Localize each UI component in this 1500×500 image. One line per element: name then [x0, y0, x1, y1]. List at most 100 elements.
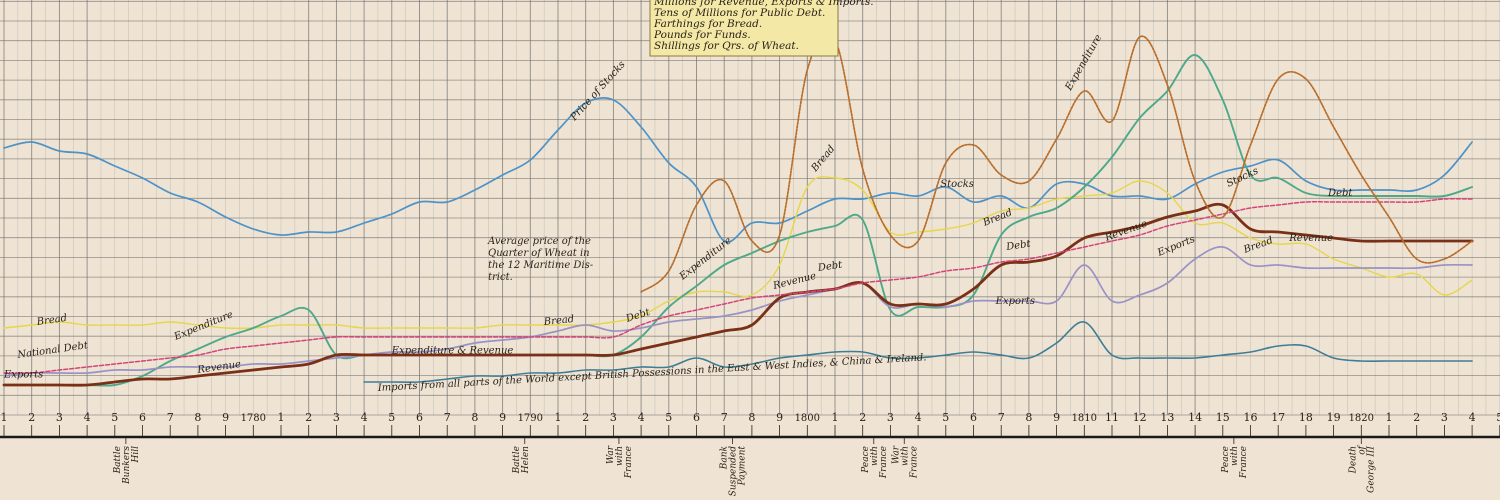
event-label: Suspended — [729, 446, 739, 497]
series-label: Exports — [995, 296, 1035, 307]
x-tick-label: 2 — [28, 411, 35, 424]
legend-line: Tens of Millions for Public Debt. — [654, 7, 825, 19]
event-label: George III — [1366, 446, 1376, 493]
event-label: France — [879, 446, 889, 479]
x-tick-label: 5 — [942, 411, 949, 424]
series-line-wheat — [640, 32, 1473, 293]
series-label: Stocks — [940, 179, 974, 190]
x-tick-label: 1 — [555, 411, 562, 424]
x-tick-label: 6 — [970, 411, 977, 424]
series-label: Debt — [1005, 239, 1033, 254]
x-tick-label: 9 — [776, 411, 783, 424]
x-tick-label: 3 — [56, 411, 63, 424]
event-label: with — [1230, 446, 1240, 466]
x-tick-label: 7 — [998, 411, 1005, 424]
event-label: Bank — [720, 446, 730, 470]
series-line-price-of-stocks — [3, 97, 1473, 243]
x-tick-label: 8 — [194, 411, 201, 424]
x-tick-label: 9 — [499, 411, 506, 424]
x-tick-label: 4 — [915, 411, 922, 424]
x-tick-label: 6 — [139, 411, 146, 424]
x-tick-label: 9 — [1053, 411, 1060, 424]
event-label: Peace — [1221, 446, 1231, 474]
event-label: of — [1357, 444, 1367, 454]
x-tick-label: 4 — [361, 411, 368, 424]
x-tick-label: 18 — [1299, 411, 1313, 424]
x-tick-label: 9 — [222, 411, 229, 424]
x-tick-label: 1790 — [518, 413, 543, 424]
event-label: with — [900, 446, 910, 466]
event-label: Bunkers — [122, 446, 132, 485]
event-label: Payment — [738, 446, 748, 487]
x-tick-label: 2 — [859, 411, 866, 424]
x-tick-label: 5 — [388, 411, 395, 424]
event-label: with — [615, 446, 625, 466]
x-tick-label: 3 — [887, 411, 894, 424]
event-label: Battle — [113, 446, 123, 474]
x-tick-label: 2 — [305, 411, 312, 424]
x-tick-label: 5 — [1496, 411, 1500, 424]
x-tick-label: 1 — [278, 411, 285, 424]
event-annotations: Battle Bunkers Hill Battle Helen War with Franc… — [113, 437, 1376, 496]
x-tick-label: 3 — [333, 411, 340, 424]
x-tick-label: 19 — [1327, 411, 1341, 424]
series-label: Revenue — [1288, 233, 1333, 244]
legend-line: Farthings for Bread. — [653, 18, 762, 30]
x-tick-label: 14 — [1188, 411, 1202, 424]
x-tick-label: 4 — [638, 411, 645, 424]
x-tick-label: 12 — [1133, 411, 1147, 424]
wheat-note-line: Average price of the — [487, 236, 591, 247]
event-label: Death — [1348, 446, 1358, 474]
x-tick-label: 8 — [471, 411, 478, 424]
x-tick-label: 15 — [1216, 411, 1230, 424]
x-tick-label: 4 — [1469, 411, 1476, 424]
x-tick-label: 1 — [1386, 411, 1393, 424]
x-tick-label: 1 — [1, 411, 8, 424]
series-label: Bread — [35, 313, 68, 328]
x-tick-label: 7 — [444, 411, 451, 424]
event-label: Peace — [861, 446, 871, 474]
data-series — [2, 32, 1474, 387]
x-tick-label: 5 — [665, 411, 672, 424]
event-label: France — [624, 446, 634, 479]
legend-line: Pounds for Funds. — [653, 29, 751, 41]
x-tick-label: 11 — [1105, 411, 1119, 424]
x-tick-label: 1810 — [1072, 413, 1097, 424]
x-tick-label: 4 — [84, 411, 91, 424]
series-line-revenue — [2, 202, 1474, 387]
x-tick-label: 3 — [1441, 411, 1448, 424]
x-tick-label: 1820 — [1349, 413, 1374, 424]
x-tick-label: 1 — [832, 411, 839, 424]
x-tick-label: 13 — [1160, 411, 1174, 424]
x-tick-label: 16 — [1244, 411, 1258, 424]
legend-box: Millions for Revenue, Exports & Imports.… — [649, 0, 874, 57]
event-label: Hill — [131, 446, 141, 464]
legend-background — [649, 0, 839, 57]
x-tick-label: 2 — [1413, 411, 1420, 424]
x-tick-label: 1800 — [795, 413, 820, 424]
series-label: Debt — [816, 260, 844, 275]
series-label: Exports — [3, 370, 43, 381]
x-tick-label: 7 — [721, 411, 728, 424]
x-tick-label: 7 — [167, 411, 174, 424]
series-label: Debt — [1327, 188, 1353, 199]
x-tick-label: 8 — [748, 411, 755, 424]
series-line-expenditure — [3, 54, 1474, 387]
x-tick-label: 2 — [582, 411, 589, 424]
event-label: France — [1239, 446, 1249, 479]
series-label: Expenditure & Revenue — [391, 346, 514, 357]
legend-line: Millions for Revenue, Exports & Imports. — [653, 0, 874, 8]
x-tick-label: 17 — [1271, 411, 1285, 424]
event-label: with — [870, 446, 880, 466]
x-axis: 1 2 3 4 5 6 7 8 9 1780 1 2 3 4 5 6 7 8 9 1790 1 2 3 4 5 6 7 8 9 1800 1… — [0, 411, 1500, 439]
x-tick-label: 8 — [1025, 411, 1032, 424]
wheat-note-line: Quarter of Wheat in — [488, 248, 590, 259]
series-label: Bread — [542, 314, 574, 328]
x-tick-label: 6 — [693, 411, 700, 424]
series-line-imports — [363, 321, 1473, 384]
event-label: Helen — [521, 446, 531, 474]
series-line-exports — [3, 246, 1473, 377]
x-tick-label: 5 — [111, 411, 118, 424]
